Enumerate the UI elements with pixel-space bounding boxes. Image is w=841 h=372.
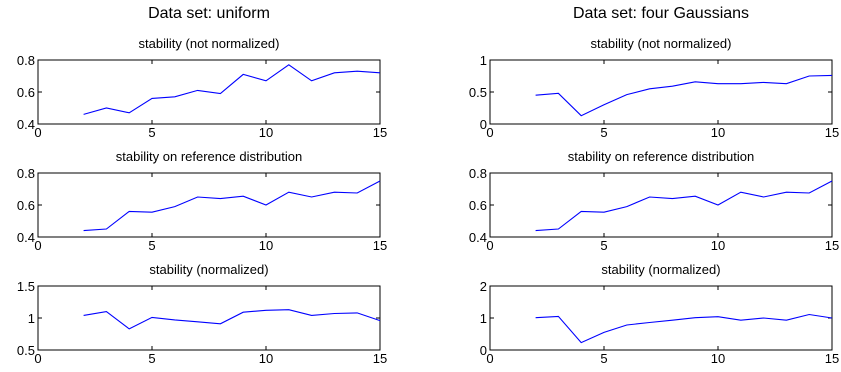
y-tick-label: 0.4 bbox=[17, 230, 35, 245]
x-tick-label: 5 bbox=[148, 351, 155, 366]
series-line bbox=[83, 309, 381, 330]
x-tick-label: 0 bbox=[34, 125, 41, 140]
x-tick-label: 10 bbox=[259, 125, 273, 140]
subplot-title: stability on reference distribution bbox=[116, 149, 302, 164]
subplot-4: stability (not normalized) 0 5 10 15 0 0.5 1 bbox=[469, 36, 839, 140]
series-line bbox=[535, 74, 833, 117]
y-tick-label: 1 bbox=[480, 53, 487, 68]
x-tick-label: 15 bbox=[825, 238, 839, 253]
series-line bbox=[83, 64, 381, 115]
y-tick-label: 0.6 bbox=[17, 198, 35, 213]
x-tick-label: 15 bbox=[373, 125, 387, 140]
y-tick-label: 0.8 bbox=[17, 166, 35, 181]
series-line bbox=[535, 180, 833, 232]
y-tick-label: 0.6 bbox=[469, 198, 487, 213]
x-tick-label: 5 bbox=[148, 125, 155, 140]
y-tick-label: 0.6 bbox=[17, 85, 35, 100]
x-tick-label: 0 bbox=[34, 351, 41, 366]
y-tick-label: 1.5 bbox=[17, 279, 35, 294]
subplot-2: stability on reference distribution 0 5 10 1… bbox=[17, 149, 387, 253]
y-tick-label: 0.4 bbox=[469, 230, 487, 245]
x-tick-label: 10 bbox=[711, 125, 725, 140]
y-tick-label: 0 bbox=[480, 117, 487, 132]
subplot-title: stability (normalized) bbox=[601, 262, 720, 277]
x-tick-label: 15 bbox=[825, 125, 839, 140]
y-tick-label: 0.5 bbox=[17, 343, 35, 358]
axes-frame bbox=[489, 285, 833, 351]
x-tick-label: 0 bbox=[486, 351, 493, 366]
y-tick-label: 2 bbox=[480, 279, 487, 294]
subplot-3: stability (normalized) 0 5 10 15 0.5 1 1.5 bbox=[17, 262, 387, 366]
x-tick-label: 10 bbox=[259, 351, 273, 366]
subplot-title: stability (normalized) bbox=[149, 262, 268, 277]
series-line bbox=[83, 180, 381, 232]
x-tick-label: 10 bbox=[711, 351, 725, 366]
subplot-title: stability (not normalized) bbox=[139, 36, 280, 51]
x-tick-label: 15 bbox=[825, 351, 839, 366]
x-tick-label: 0 bbox=[486, 125, 493, 140]
x-tick-label: 0 bbox=[486, 238, 493, 253]
axes-frame bbox=[489, 172, 833, 238]
column-title-four-gaussians: Data set: four Gaussians bbox=[572, 5, 750, 22]
y-tick-label: 1 bbox=[28, 311, 35, 326]
y-tick-label: 0 bbox=[480, 343, 487, 358]
y-tick-label: 0.8 bbox=[17, 53, 35, 68]
series-line bbox=[535, 313, 833, 344]
subplot-title: stability on reference distribution bbox=[568, 149, 754, 164]
axes-frame bbox=[37, 285, 381, 351]
subplot-title: stability (not normalized) bbox=[591, 36, 732, 51]
x-tick-label: 15 bbox=[373, 238, 387, 253]
x-tick-label: 5 bbox=[148, 238, 155, 253]
subplot-5: stability on reference distribution 0 5 10 1… bbox=[469, 149, 839, 253]
y-tick-label: 1 bbox=[480, 311, 487, 326]
y-tick-label: 0.5 bbox=[469, 85, 487, 100]
subplot-6: stability (normalized) 0 5 10 15 0 1 2 bbox=[480, 262, 839, 366]
x-tick-label: 5 bbox=[600, 125, 607, 140]
x-tick-label: 10 bbox=[711, 238, 725, 253]
column-title-uniform: Data set: uniform bbox=[148, 5, 270, 22]
x-tick-label: 5 bbox=[600, 351, 607, 366]
axes-frame bbox=[489, 59, 833, 125]
x-tick-label: 5 bbox=[600, 238, 607, 253]
y-tick-label: 0.8 bbox=[469, 166, 487, 181]
x-tick-label: 0 bbox=[34, 238, 41, 253]
axes-frame bbox=[37, 172, 381, 238]
subplot-1: stability (not normalized) 0 5 10 15 0.4 0.6 0.… bbox=[17, 36, 387, 140]
y-tick-label: 0.4 bbox=[17, 117, 35, 132]
x-tick-label: 15 bbox=[373, 351, 387, 366]
x-tick-label: 10 bbox=[259, 238, 273, 253]
